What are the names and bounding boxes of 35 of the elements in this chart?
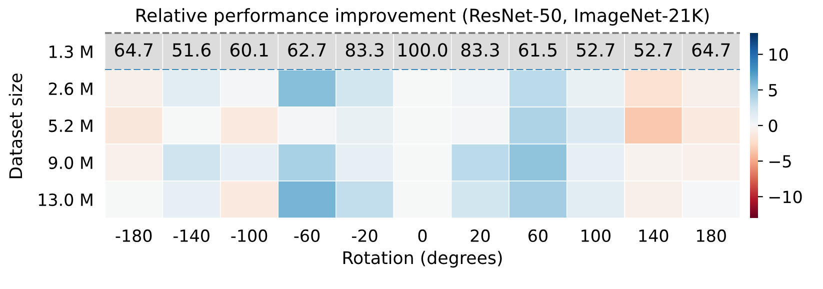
data-label: 60.1 — [230, 43, 268, 57]
color-bar-label: 5 — [769, 84, 777, 96]
data-label: 100.0 — [398, 43, 448, 57]
data-label: 62.7 — [288, 43, 326, 57]
x-tick-label: 180 — [697, 229, 726, 242]
data-label: 64.7 — [692, 43, 730, 57]
y-tick-label: 5.2 M — [48, 119, 92, 132]
x-axis-title: Rotation (degrees) — [343, 250, 502, 268]
data-label: 61.5 — [519, 43, 556, 57]
x-tick-label: 100 — [582, 229, 610, 242]
x-tick-label: -100 — [231, 229, 268, 242]
y-tick-label: 13.0 M — [38, 193, 92, 206]
data-label: 52.7 — [634, 43, 672, 57]
y-tick-label: 2.6 M — [48, 82, 92, 96]
x-tick-label: 20 — [470, 229, 490, 242]
data-label: 83.3 — [346, 43, 384, 57]
x-tick-label: 60 — [528, 229, 548, 242]
x-tick-label: 0 — [418, 229, 427, 242]
color-bar-label: −10 — [769, 190, 802, 204]
chart-title: Relative performance improvement (ResNet-50, ImageNet-21K) — [136, 8, 709, 26]
x-tick-label: -180 — [116, 229, 152, 242]
x-tick-label: -140 — [173, 229, 210, 242]
data-label: 52.7 — [576, 43, 614, 57]
data-label: 51.6 — [172, 43, 211, 57]
x-tick-label: 140 — [639, 229, 668, 242]
color-bar-label: 10 — [770, 48, 788, 61]
data-label: 83.3 — [461, 43, 499, 57]
x-tick-label: -20 — [352, 229, 378, 242]
color-bar-label: 0 — [768, 119, 778, 132]
x-tick-label: -60 — [294, 229, 320, 242]
color-bar-label: −5 — [769, 155, 791, 168]
y-tick-label: 9.0 M — [48, 156, 92, 170]
y-axis-title: Dataset size — [8, 74, 22, 178]
y-tick-label: 1.3 M — [50, 45, 92, 58]
data-label: 64.7 — [115, 43, 152, 57]
